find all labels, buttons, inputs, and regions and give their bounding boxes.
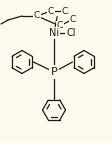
Text: C: C <box>69 14 75 23</box>
Text: C: C <box>56 21 63 30</box>
Text: P: P <box>50 67 57 77</box>
Text: Ni: Ni <box>48 28 59 38</box>
Text: C: C <box>34 11 40 20</box>
Text: C: C <box>61 6 68 15</box>
Text: C: C <box>47 6 54 15</box>
Text: Cl: Cl <box>66 28 75 38</box>
